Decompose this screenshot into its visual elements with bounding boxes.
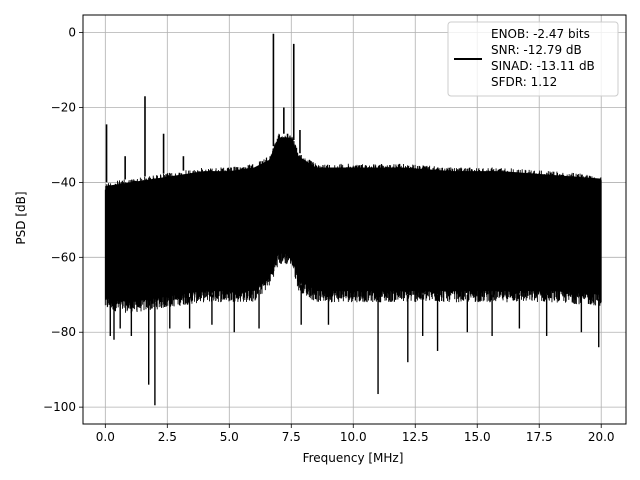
legend-label: ENOB: -2.47 bits SNR: -12.79 dB SINAD: -13… [491,27,595,89]
y-tick-label: −40 [51,175,76,189]
legend-label-line: SINAD: -13.11 dB [491,59,595,73]
y-tick-label: −80 [51,325,76,339]
legend-label-line: SNR: -12.79 dB [491,43,582,57]
y-axis-label: PSD [dB] [14,191,28,244]
axes-frame [82,14,627,425]
x-tick-label: 2.5 [158,430,177,444]
legend-label-line: ENOB: -2.47 bits [491,27,590,41]
x-tick-label: 7.5 [282,430,301,444]
y-tick-label: −20 [51,101,76,115]
legend: ENOB: -2.47 bits SNR: -12.79 dB SINAD: -13… [447,21,619,97]
x-tick-label: 10.0 [340,430,367,444]
x-tick-label: 20.0 [588,430,615,444]
x-tick-label: 5.0 [220,430,239,444]
y-tick-label: 0 [68,26,76,40]
psd-spikes [105,33,600,406]
noise-floor-band [104,133,602,314]
y-axis-ticks: 0 −20 −40 −60 −80 −100 [43,26,83,414]
x-tick-label: 12.5 [402,430,429,444]
legend-label-line: SFDR: 1.12 [491,75,557,89]
y-tick-label: −60 [51,250,76,264]
noise-band-trace [104,133,602,314]
x-tick-label: 15.0 [464,430,491,444]
y-tick-label: −100 [43,400,76,414]
x-axis-label: Frequency [MHz] [303,451,404,465]
x-tick-label: 17.5 [526,430,553,444]
x-tick-label: 0.0 [96,430,115,444]
legend-box [447,21,619,97]
x-axis-ticks: 0.0 2.5 5.0 7.5 10.0 12.5 15.0 17.5 20.0 [96,424,615,444]
